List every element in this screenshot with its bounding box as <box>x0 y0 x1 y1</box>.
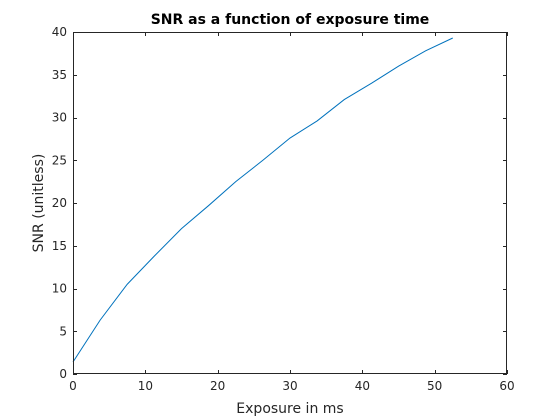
y-axis-label: SNR (unitless) <box>31 154 47 253</box>
chart-title: SNR as a function of exposure time <box>151 12 430 28</box>
tick-layer: 0 10 20 30 40 50 60 0 5 10 15 20 25 30 35 40 <box>52 25 515 393</box>
x-tick-label: 40 <box>355 379 370 393</box>
x-tick-label: 50 <box>427 379 442 393</box>
x-tick-label: 20 <box>210 379 225 393</box>
x-tick-label: 10 <box>138 379 153 393</box>
y-tick-label: 25 <box>52 153 67 167</box>
y-tick-label: 35 <box>52 68 67 82</box>
y-tick-label: 5 <box>59 324 67 338</box>
plot-area <box>73 32 507 374</box>
y-tick-label: 30 <box>52 111 67 125</box>
series-line-0 <box>72 37 453 363</box>
y-tick-label: 40 <box>52 25 67 39</box>
x-tick-label: 60 <box>499 379 514 393</box>
y-tick-label: 10 <box>52 282 67 296</box>
y-tick-label: 20 <box>52 196 67 210</box>
y-tick-label: 0 <box>59 367 67 381</box>
y-tick-label: 15 <box>52 239 67 253</box>
x-tick-label: 30 <box>282 379 297 393</box>
series-layer <box>72 37 453 363</box>
x-axis-label: Exposure in ms <box>236 401 343 417</box>
x-tick-label: 0 <box>69 379 77 393</box>
